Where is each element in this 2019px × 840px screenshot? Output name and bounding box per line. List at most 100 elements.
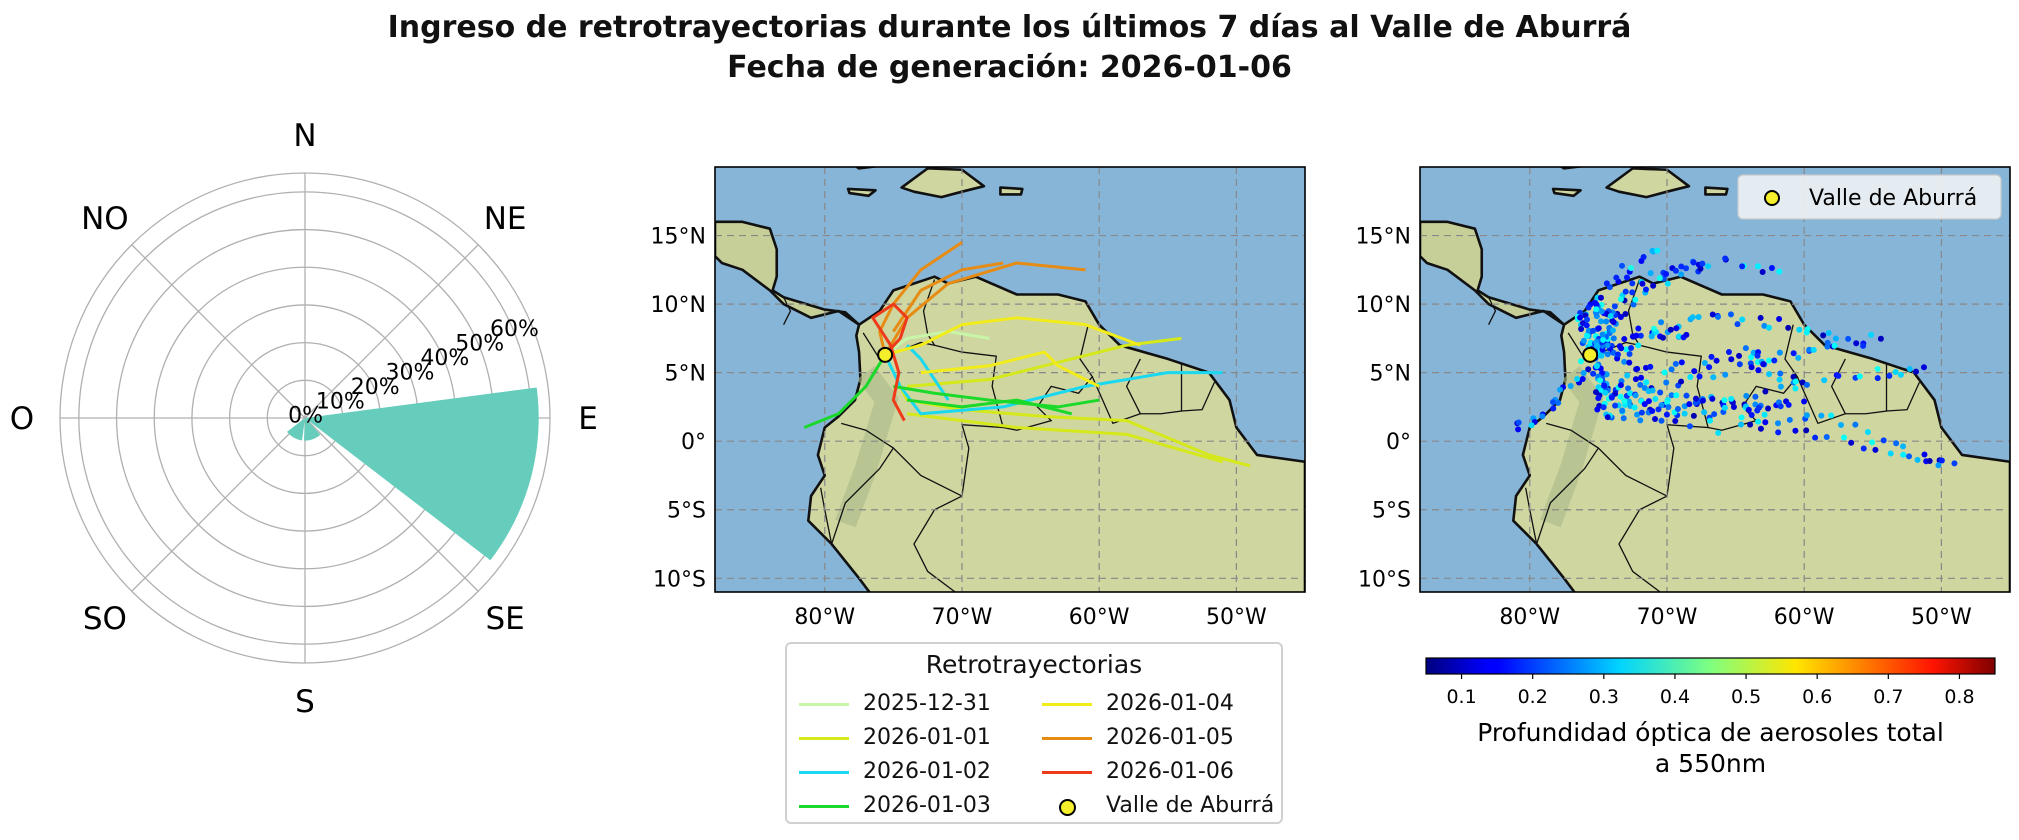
aod-aod-point: [1801, 398, 1808, 405]
aod-aod-point: [1765, 357, 1772, 364]
aod-map-area: [1420, 167, 2010, 592]
aod-aod-point: [1786, 416, 1793, 423]
traj-lat-tick: 15°N: [651, 225, 706, 250]
aod-lon-tick: 50°W: [1911, 605, 1972, 630]
aod-lat-tick: 10°S: [1358, 567, 1411, 592]
aod-lon-tick: 70°W: [1637, 605, 1698, 630]
aod-aod-point: [1632, 296, 1639, 303]
aod-aod-point: [1887, 450, 1894, 457]
aod-aod-point: [1583, 322, 1590, 329]
aod-aod-point: [1845, 335, 1852, 342]
aod-aod-point: [1593, 301, 1600, 308]
polar-radial-tick: 0%: [288, 404, 323, 429]
aod-aod-point: [1745, 406, 1752, 413]
aod-aod-point: [1630, 301, 1637, 308]
aod-aod-point: [1738, 414, 1745, 421]
aod-aod-point: [1897, 371, 1904, 378]
aod-aod-point: [1658, 319, 1665, 326]
chart-title-line1: Ingreso de retrotrayectorias durante los…: [387, 10, 1632, 45]
aod-aod-point: [1652, 416, 1659, 423]
aod-aod-point: [1747, 421, 1754, 428]
aod-aod-point: [1618, 345, 1625, 352]
traj-trajectory: [906, 344, 950, 401]
aod-aod-point: [1848, 439, 1855, 446]
aod-aod-point: [1593, 342, 1600, 349]
legend-line-swatch: [799, 805, 849, 808]
aod-aod-point: [1877, 335, 1884, 342]
aod-aod-point: [1657, 389, 1664, 396]
aod-aod-point: [1626, 350, 1633, 357]
aod-aod-point: [1668, 366, 1675, 373]
aod-aod-point: [1604, 342, 1611, 349]
traj-trajectory: [920, 350, 1100, 388]
aod-aod-point: [1695, 313, 1702, 320]
legend-line-swatch: [1042, 703, 1092, 706]
legend-title: Retrotrayectorias: [925, 650, 1143, 679]
aod-aod-point: [1567, 382, 1574, 389]
aod-aod-point: [1683, 265, 1690, 272]
aod-aod-point: [1821, 377, 1828, 384]
aod-aod-point: [1760, 361, 1767, 368]
aod-aod-point: [1701, 409, 1708, 416]
aod-lat-tick: 5°N: [1370, 362, 1411, 387]
aod-aod-point: [1705, 263, 1712, 270]
aod-aod-point: [1603, 318, 1610, 325]
aod-aod-point: [1645, 388, 1652, 395]
aod-aod-point: [1638, 374, 1645, 381]
aod-aod-point: [1701, 360, 1708, 367]
aod-aod-point: [1689, 314, 1696, 321]
aod-aod-point: [1832, 335, 1839, 342]
aod-aod-point: [1713, 357, 1720, 364]
legend-origin-marker: [1059, 799, 1076, 816]
aod-aod-point: [1637, 417, 1644, 424]
aod-aod-point: [1803, 381, 1810, 388]
aod-aod-point: [1714, 313, 1721, 320]
traj-island-pr: [999, 186, 1024, 196]
aod-legend-marker: [1764, 190, 1780, 206]
aod-aod-point: [1914, 456, 1921, 463]
aod-aod-point: [1748, 411, 1755, 418]
aod-aod-point: [1762, 388, 1769, 395]
aod-aod-point: [1738, 421, 1745, 428]
aod-aod-point: [1628, 345, 1635, 352]
aod-aod-point: [1690, 412, 1697, 419]
aod-aod-point: [1664, 399, 1671, 406]
aod-aod-point: [1613, 274, 1620, 281]
aod-aod-point: [1748, 354, 1755, 361]
aod-aod-point: [1837, 421, 1844, 428]
aod-aod-point: [1619, 262, 1626, 269]
polar-radial-tick: 20%: [351, 375, 400, 400]
aod-aod-point: [1792, 378, 1799, 385]
aod-aod-point: [1607, 313, 1614, 320]
aod-aod-point: [1599, 331, 1606, 338]
aod-aod-point: [1886, 372, 1893, 379]
aod-aod-point: [1935, 462, 1942, 469]
traj-island-hispaniola: [900, 167, 986, 199]
aod-aod-point: [1584, 316, 1591, 323]
aod-aod-point: [1790, 373, 1797, 380]
legend-label: 2026-01-05: [1106, 725, 1234, 750]
traj-lon-tick: 70°W: [932, 605, 993, 630]
aod-aod-point: [1629, 280, 1636, 287]
polar-direction-label: NE: [484, 201, 527, 237]
aod-aod-point: [1648, 333, 1655, 340]
aod-aod-point: [1683, 392, 1690, 399]
aod-aod-point: [1600, 404, 1607, 411]
aod-aod-point: [1664, 280, 1671, 287]
aod-aod-point: [1621, 336, 1628, 343]
aod-aod-point: [1587, 339, 1594, 346]
aod-aod-point: [1766, 371, 1773, 378]
aod-aod-point: [1635, 342, 1642, 349]
aod-lat-tick: 5°S: [1372, 499, 1411, 524]
polar-direction-label: S: [295, 684, 315, 720]
aod-aod-point: [1761, 322, 1768, 329]
aod-aod-point: [1792, 427, 1799, 434]
colorbar-tick-label: 0.2: [1518, 686, 1548, 708]
aod-legend-label: Valle de Aburrá: [1809, 186, 1977, 211]
aod-aod-point: [1678, 263, 1685, 270]
aod-aod-point: [1620, 415, 1627, 422]
aod-aod-point: [1824, 339, 1831, 346]
aod-aod-point: [1577, 358, 1584, 365]
legend-label: 2026-01-04: [1106, 691, 1234, 716]
aod-border: [1627, 279, 1641, 346]
